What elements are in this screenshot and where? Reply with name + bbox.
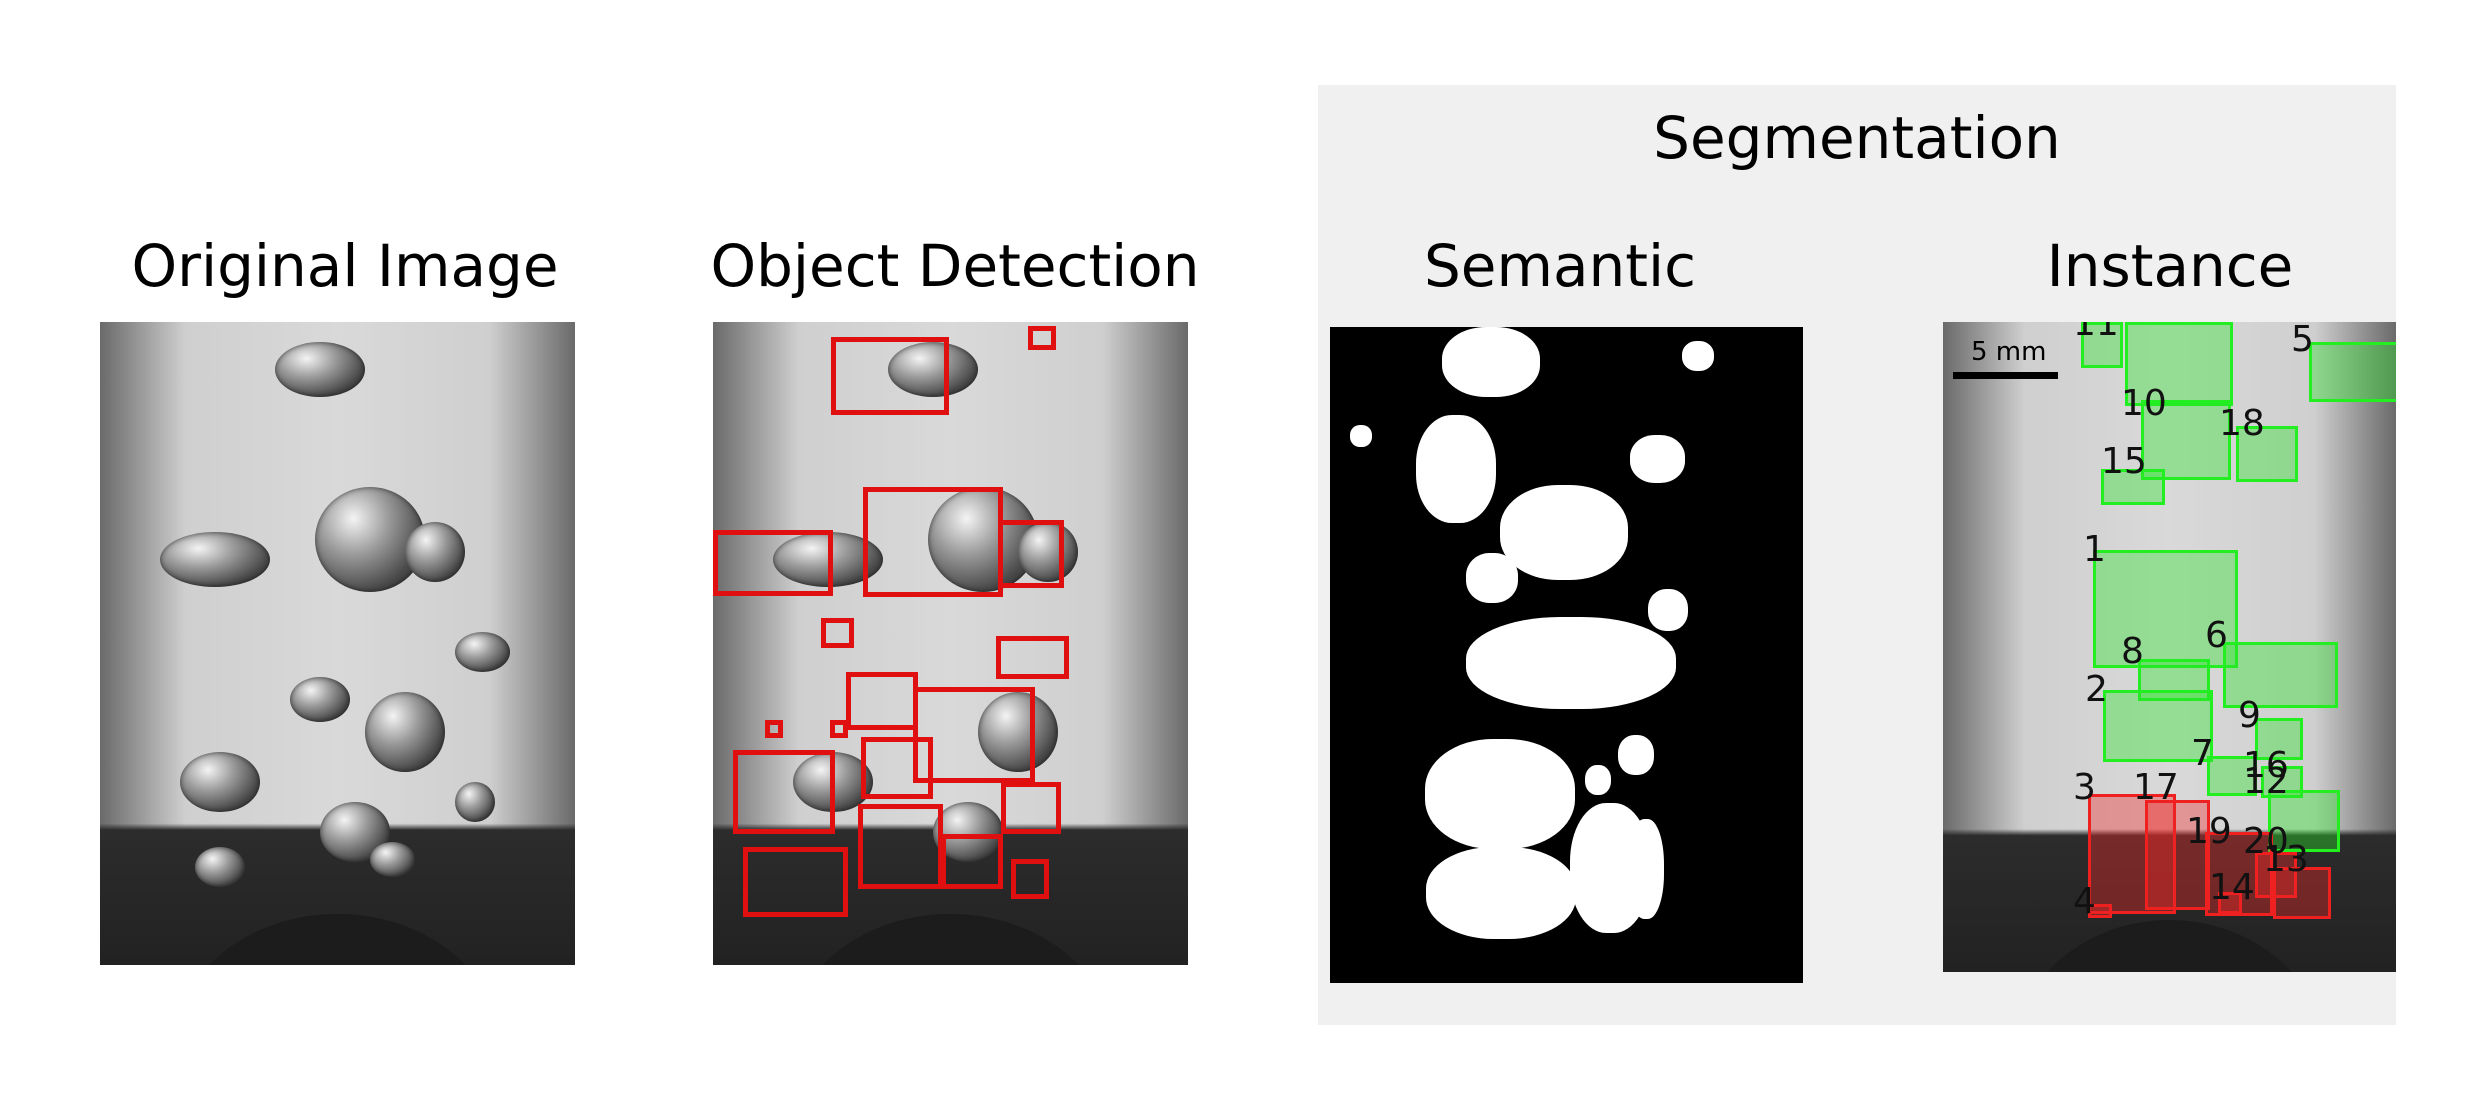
- bubble: [290, 677, 350, 722]
- detection-box: [713, 530, 833, 596]
- instance-label-18: 18: [2219, 403, 2265, 444]
- mask-blob: [1628, 819, 1664, 919]
- semantic-mask-panel: [1330, 327, 1803, 983]
- instance-box-2: [2103, 690, 2213, 762]
- mask-blob: [1350, 425, 1372, 447]
- detection-box: [996, 636, 1069, 679]
- instance-box-3: [2088, 794, 2176, 914]
- instance-label-1: 1: [2083, 529, 2106, 570]
- mask-blob: [1500, 485, 1628, 580]
- mask-blob: [1648, 589, 1688, 631]
- title-semantic: Semantic: [1423, 232, 1697, 300]
- instance-label-5: 5: [2291, 322, 2314, 360]
- detection-box: [831, 337, 949, 415]
- instance-box-10: [2141, 400, 2231, 480]
- instance-label-20: 20: [2243, 821, 2289, 862]
- bubble: [1018, 522, 1078, 582]
- instance-box-top: [2125, 322, 2233, 406]
- instance-label-16: 16: [2243, 745, 2289, 786]
- bubble: [888, 342, 978, 397]
- mask-blob: [1426, 847, 1576, 939]
- detection-box: [858, 804, 943, 889]
- instance-label-12: 12: [2243, 761, 2289, 802]
- instance-label-7: 7: [2191, 733, 2214, 774]
- instance-box-12: [2268, 790, 2340, 852]
- bubble: [978, 692, 1058, 772]
- bubble: [180, 752, 260, 812]
- instance-box-7: [2207, 756, 2257, 796]
- mask-blob: [1416, 415, 1496, 523]
- nozzle-shadow: [171, 913, 504, 965]
- detection-box: [743, 847, 848, 917]
- detection-box: [1028, 326, 1056, 350]
- title-original-image: Original Image: [131, 232, 559, 300]
- detection-box: [846, 672, 918, 730]
- detection-box: [1011, 859, 1049, 899]
- bubble: [370, 842, 415, 877]
- detection-box: [765, 720, 783, 738]
- instance-box-4: [2088, 904, 2112, 918]
- title-object-detection: Object Detection: [710, 232, 1200, 300]
- instance-segmentation-panel: 5 mm 11 5 10 18 15 1 8 6 2 9 7 16 12 3 1…: [1943, 322, 2396, 972]
- instance-label-6: 6: [2205, 615, 2228, 656]
- instance-label-11: 11: [2073, 322, 2119, 344]
- bubble: [275, 342, 365, 397]
- instance-box-18: [2236, 426, 2298, 482]
- title-instance: Instance: [2046, 232, 2294, 300]
- instance-box-8: [2138, 659, 2210, 701]
- mask-blob: [1425, 739, 1575, 849]
- nozzle-shadow: [784, 913, 1117, 965]
- bubble: [405, 522, 465, 582]
- instance-label-3: 3: [2073, 767, 2096, 808]
- bubble: [160, 532, 270, 587]
- instance-label-4: 4: [2073, 881, 2096, 922]
- scale-bar-label: 5 mm: [1971, 337, 2047, 367]
- instance-label-14: 14: [2209, 867, 2255, 908]
- instance-box-15: [2101, 469, 2165, 505]
- instance-box-13: [2273, 867, 2331, 919]
- detection-box: [821, 618, 854, 648]
- bubble: [455, 782, 495, 822]
- instance-box-6: [2223, 642, 2338, 708]
- mask-blob: [1466, 617, 1676, 709]
- instance-box-11: [2081, 322, 2123, 368]
- instance-label-2: 2: [2085, 669, 2108, 710]
- nozzle-shadow: [2010, 920, 2329, 972]
- mask-blob: [1442, 327, 1540, 397]
- instance-label-15: 15: [2101, 441, 2147, 482]
- mask-blob: [1466, 553, 1518, 603]
- instance-label-10: 10: [2121, 383, 2167, 424]
- detection-box: [861, 737, 933, 799]
- instance-label-13: 13: [2263, 839, 2309, 880]
- instance-box-14: [2218, 892, 2242, 914]
- bubble: [195, 847, 245, 887]
- detection-box: [913, 687, 1035, 783]
- detection-box: [941, 834, 1003, 889]
- detection-box: [1001, 782, 1061, 834]
- mask-blob: [1682, 341, 1714, 371]
- instance-box-17: [2145, 800, 2210, 910]
- instance-label-9: 9: [2238, 695, 2261, 736]
- scale-bar: [1953, 372, 2058, 379]
- instance-box-20: [2255, 852, 2297, 898]
- detection-box: [863, 487, 1003, 597]
- instance-box-9: [2255, 718, 2303, 760]
- instance-label-17: 17: [2133, 767, 2179, 808]
- instance-box-1: [2093, 550, 2238, 668]
- instance-label-19: 19: [2186, 811, 2232, 852]
- detection-box: [733, 750, 835, 834]
- mask-blob: [1585, 765, 1611, 795]
- object-detection-panel: [713, 322, 1188, 965]
- instance-box-5: [2309, 342, 2396, 402]
- detection-box: [998, 520, 1064, 588]
- bubble: [455, 632, 510, 672]
- bubble: [365, 692, 445, 772]
- title-segmentation: Segmentation: [1653, 104, 2061, 172]
- mask-blob: [1630, 435, 1685, 483]
- mask-blob: [1618, 735, 1654, 775]
- detection-box: [830, 720, 848, 738]
- original-image-panel: [100, 322, 575, 965]
- instance-label-8: 8: [2121, 631, 2144, 672]
